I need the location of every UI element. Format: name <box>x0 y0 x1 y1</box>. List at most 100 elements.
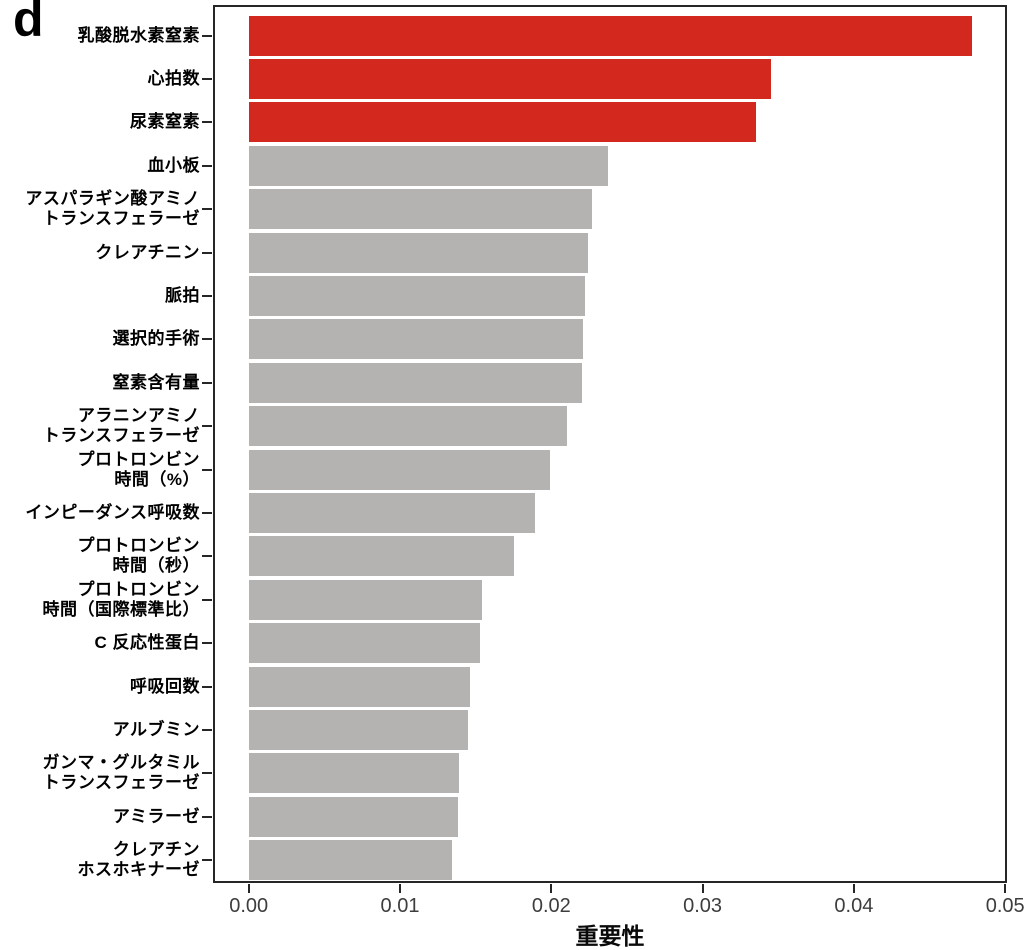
bar-area <box>212 188 1007 231</box>
y-axis-tick <box>202 34 212 37</box>
y-axis-tick <box>202 598 212 601</box>
x-axis-tick-label: 0.03 <box>683 895 723 917</box>
bar-row: 血小板 <box>0 144 1007 187</box>
bar-row: プロトロンビン 時間（%） <box>0 448 1007 491</box>
bar-area <box>212 231 1007 274</box>
importance-bar <box>249 840 452 881</box>
x-axis-tick <box>247 884 250 893</box>
bar-row: プロトロンビン 時間（秒） <box>0 535 1007 578</box>
y-axis-label: ガンマ・グルタミル トランスフェラーゼ <box>42 753 200 793</box>
importance-bar <box>249 623 481 664</box>
importance-bar <box>249 753 460 794</box>
y-axis-label: 尿素窒素 <box>130 112 200 132</box>
x-axis-tick-label: 0.05 <box>985 895 1025 917</box>
bar-area <box>212 621 1007 664</box>
bar-row: クレアチニン <box>0 231 1007 274</box>
y-axis-label: プロトロンビン 時間（%） <box>77 449 200 489</box>
y-axis-label: 選択的手術 <box>112 329 200 349</box>
bar-area <box>212 752 1007 795</box>
x-axis-tick-label: 0.02 <box>531 895 571 917</box>
importance-bar <box>249 102 756 143</box>
y-axis-tick <box>202 511 212 514</box>
importance-bar <box>249 666 470 707</box>
bar-area <box>212 361 1007 404</box>
bar-row: 呼吸回数 <box>0 665 1007 708</box>
importance-bar <box>249 319 584 360</box>
importance-bar <box>249 189 593 230</box>
bar-row: 脈拍 <box>0 274 1007 317</box>
bar-area <box>212 665 1007 708</box>
importance-bar <box>249 709 469 750</box>
y-axis-tick <box>202 859 212 862</box>
y-axis-tick <box>202 685 212 688</box>
x-axis-tick-label: 0.04 <box>834 895 874 917</box>
y-axis-tick <box>202 251 212 254</box>
bar-row: アミラーゼ <box>0 795 1007 838</box>
bar-row: 心拍数 <box>0 57 1007 100</box>
y-axis-label: クレアチン ホスホキナーゼ <box>77 840 200 880</box>
y-axis-label: クレアチニン <box>95 242 200 262</box>
y-axis-label: アスパラギン酸アミノ トランスフェラーゼ <box>25 189 200 229</box>
bar-area <box>212 318 1007 361</box>
y-axis-tick <box>202 772 212 775</box>
x-axis-tick <box>550 884 553 893</box>
importance-bar <box>249 276 585 317</box>
importance-bar <box>249 362 582 403</box>
importance-bar <box>249 492 535 533</box>
bar-row: C 反応性蛋白 <box>0 621 1007 664</box>
importance-bar <box>249 232 588 273</box>
y-axis-tick <box>202 468 212 471</box>
bar-row: プロトロンビン 時間（国際標準比） <box>0 578 1007 621</box>
y-axis-label: 呼吸回数 <box>130 676 200 696</box>
y-axis-label: 心拍数 <box>147 69 200 89</box>
y-axis-tick <box>202 78 212 81</box>
importance-bar <box>249 15 973 56</box>
x-axis-tick <box>1004 884 1007 893</box>
bar-area <box>212 405 1007 448</box>
bar-row: アルブミン <box>0 708 1007 751</box>
y-axis-label: 乳酸脱水素窒素 <box>77 25 200 45</box>
y-axis-label: インピーダンス呼吸数 <box>25 502 200 522</box>
x-axis-tick <box>852 884 855 893</box>
panel-label: d <box>13 0 44 47</box>
y-axis-label: アミラーゼ <box>112 806 200 826</box>
y-axis-tick <box>202 555 212 558</box>
bar-area <box>212 535 1007 578</box>
x-axis-tick-label: 0.00 <box>229 895 269 917</box>
x-axis-tick <box>399 884 401 893</box>
bar-row: インピーダンス呼吸数 <box>0 491 1007 534</box>
y-axis-tick <box>202 121 212 124</box>
x-axis-tick <box>701 884 704 893</box>
y-axis-tick <box>202 642 212 645</box>
bar-area <box>212 838 1007 881</box>
y-axis-tick <box>202 338 212 341</box>
bar-row: アラニンアミノ トランスフェラーゼ <box>0 405 1007 448</box>
bar-area <box>212 708 1007 751</box>
y-axis-tick <box>202 815 212 818</box>
bar-area <box>212 795 1007 838</box>
importance-bar <box>249 406 567 447</box>
bar-row: 乳酸脱水素窒素 <box>0 14 1007 57</box>
y-axis-label: アルブミン <box>112 719 200 739</box>
importance-bar <box>249 536 514 577</box>
y-axis-tick <box>202 425 212 428</box>
bar-row: クレアチン ホスホキナーゼ <box>0 838 1007 881</box>
y-axis-label: 脈拍 <box>165 286 200 306</box>
bar-area <box>212 144 1007 187</box>
y-axis-tick <box>202 208 212 211</box>
y-axis-label: 窒素含有量 <box>112 372 200 392</box>
bar-area <box>212 274 1007 317</box>
bar-area <box>212 491 1007 534</box>
bar-row: 選択的手術 <box>0 318 1007 361</box>
bar-row: ガンマ・グルタミル トランスフェラーゼ <box>0 752 1007 795</box>
importance-bar <box>249 145 608 186</box>
bar-area <box>212 448 1007 491</box>
bar-row: 尿素窒素 <box>0 101 1007 144</box>
y-axis-label: アラニンアミノ トランスフェラーゼ <box>42 406 200 446</box>
x-axis-tick-label: 0.01 <box>380 895 420 917</box>
y-axis-label: プロトロンビン 時間（秒） <box>77 536 200 576</box>
bar-area <box>212 578 1007 621</box>
y-axis-tick <box>202 728 212 731</box>
y-axis-tick <box>202 381 212 384</box>
